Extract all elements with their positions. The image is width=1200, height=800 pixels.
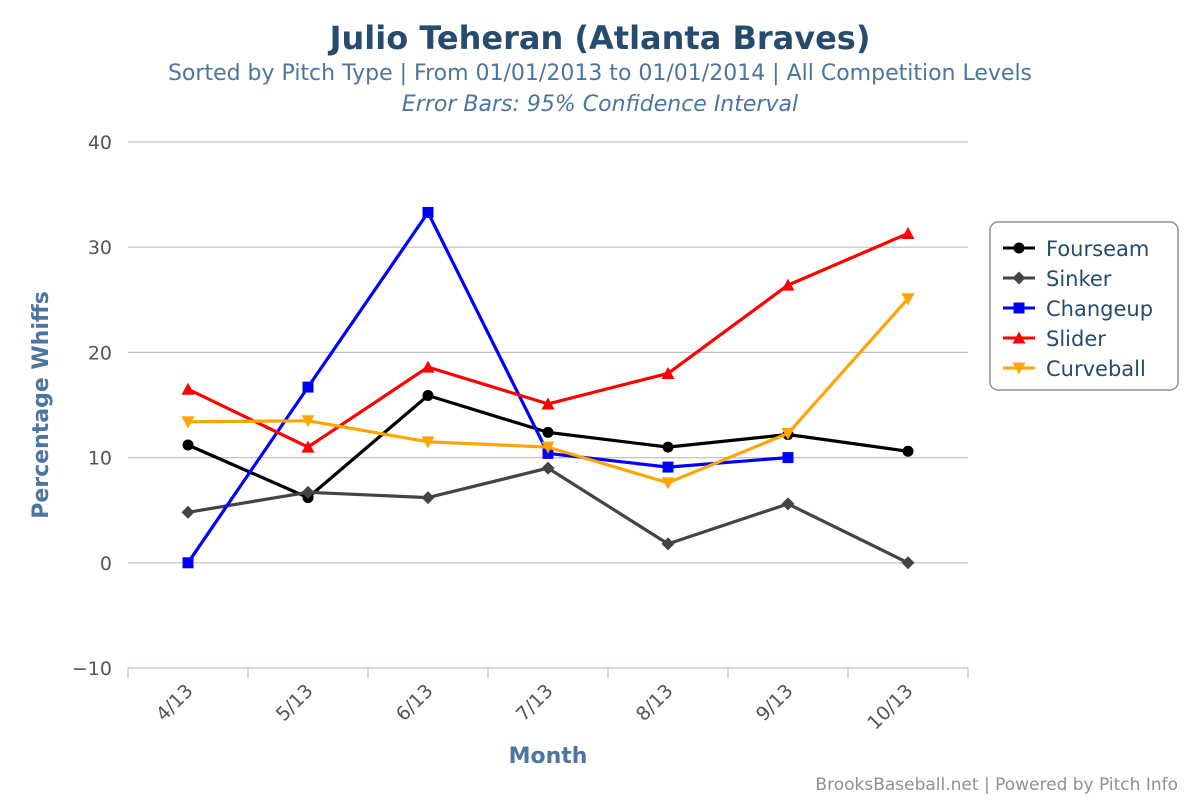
legend-label-sinker: Sinker: [1046, 267, 1112, 291]
data-point-fourseam: [182, 439, 194, 451]
data-point-curveball: [781, 427, 795, 440]
data-point-slider: [181, 382, 195, 395]
data-point-sinker: [301, 485, 315, 499]
legend: Fourseam Sinker Changeup Slider Curveball: [989, 221, 1179, 391]
data-point-sinker: [421, 491, 435, 505]
series-curveball: [181, 293, 915, 490]
data-point-sinker: [181, 505, 195, 519]
data-point-slider: [781, 278, 795, 291]
data-point-slider: [421, 360, 435, 373]
y-tick-label: 40: [88, 132, 112, 154]
y-tick-label: 10: [88, 448, 112, 470]
y-axis-ticks: −10 0 10 20 30 40: [72, 132, 112, 680]
y-tick-label: 30: [88, 237, 112, 259]
legend-box: [989, 221, 1179, 391]
legend-marker-fourseam: [1013, 242, 1025, 254]
data-point-curveball: [541, 441, 555, 454]
data-point-curveball: [661, 477, 675, 490]
legend-item-slider[interactable]: Slider: [1003, 327, 1106, 351]
data-point-curveball: [301, 415, 315, 428]
chart-credits: BrooksBaseball.net | Powered by Pitch In…: [815, 775, 1178, 795]
legend-label-fourseam: Fourseam: [1046, 237, 1149, 261]
y-tick-label: 20: [88, 342, 112, 364]
chart-subtitle-error-bars: Error Bars: 95% Confidence Interval: [402, 92, 798, 117]
series-changeup: [182, 206, 794, 569]
x-axis: [127, 668, 969, 678]
series-group: [181, 206, 915, 570]
data-point-sinker: [781, 497, 795, 511]
series-line-sinker: [186, 466, 910, 565]
data-point-slider: [661, 366, 675, 379]
data-point-slider: [301, 440, 315, 453]
legend-marker-slider: [1012, 331, 1026, 344]
data-point-sinker: [541, 461, 555, 475]
x-tick-label: 5/13: [272, 680, 318, 726]
series-sinker: [181, 461, 915, 570]
series-line-slider: [186, 231, 910, 449]
legend-item-fourseam[interactable]: Fourseam: [1003, 237, 1149, 261]
data-point-changeup: [422, 206, 434, 218]
series-slider: [181, 227, 915, 453]
legend-label-curveball: Curveball: [1046, 357, 1146, 381]
legend-item-curveball[interactable]: Curveball: [1003, 357, 1146, 381]
data-point-changeup: [782, 452, 794, 464]
data-point-curveball: [181, 416, 195, 429]
data-point-sinker: [901, 556, 915, 570]
x-tick-label: 6/13: [392, 680, 438, 726]
x-axis-title: Month: [509, 744, 588, 769]
y-tick-label: −10: [72, 658, 112, 680]
x-axis-ticks: 4/13 5/13 6/13 7/13 8/13 9/13 10/13: [152, 680, 918, 734]
chart-subtitle: Sorted by Pitch Type | From 01/01/2013 t…: [168, 61, 1032, 86]
data-point-slider: [901, 227, 915, 240]
data-point-curveball: [901, 293, 915, 306]
x-tick-label: 4/13: [152, 680, 198, 726]
legend-marker-curveball: [1012, 362, 1026, 375]
data-point-sinker: [661, 537, 675, 551]
x-tick-label: 10/13: [863, 680, 917, 734]
data-point-changeup: [302, 381, 314, 393]
x-tick-label: 7/13: [512, 680, 558, 726]
data-point-fourseam: [902, 445, 914, 457]
data-point-fourseam: [422, 390, 434, 402]
data-point-fourseam: [662, 441, 674, 453]
data-point-slider: [541, 397, 555, 410]
legend-marker-sinker: [1012, 271, 1026, 285]
data-point-fourseam: [542, 426, 554, 438]
chart-title: Julio Teheran (Atlanta Braves): [328, 19, 871, 57]
data-point-changeup: [182, 557, 194, 569]
y-axis-title: Percentage Whiffs: [29, 291, 54, 519]
legend-marker-changeup: [1013, 302, 1025, 314]
legend-label-changeup: Changeup: [1046, 297, 1153, 321]
legend-label-slider: Slider: [1046, 327, 1106, 351]
y-tick-label: 0: [100, 553, 112, 575]
x-tick-label: 8/13: [632, 680, 678, 726]
data-point-changeup: [662, 461, 674, 473]
legend-item-sinker[interactable]: Sinker: [1003, 267, 1112, 291]
x-tick-label: 9/13: [752, 680, 798, 726]
series-line-changeup: [186, 210, 790, 565]
legend-item-changeup[interactable]: Changeup: [1003, 297, 1153, 321]
data-point-curveball: [421, 436, 435, 449]
